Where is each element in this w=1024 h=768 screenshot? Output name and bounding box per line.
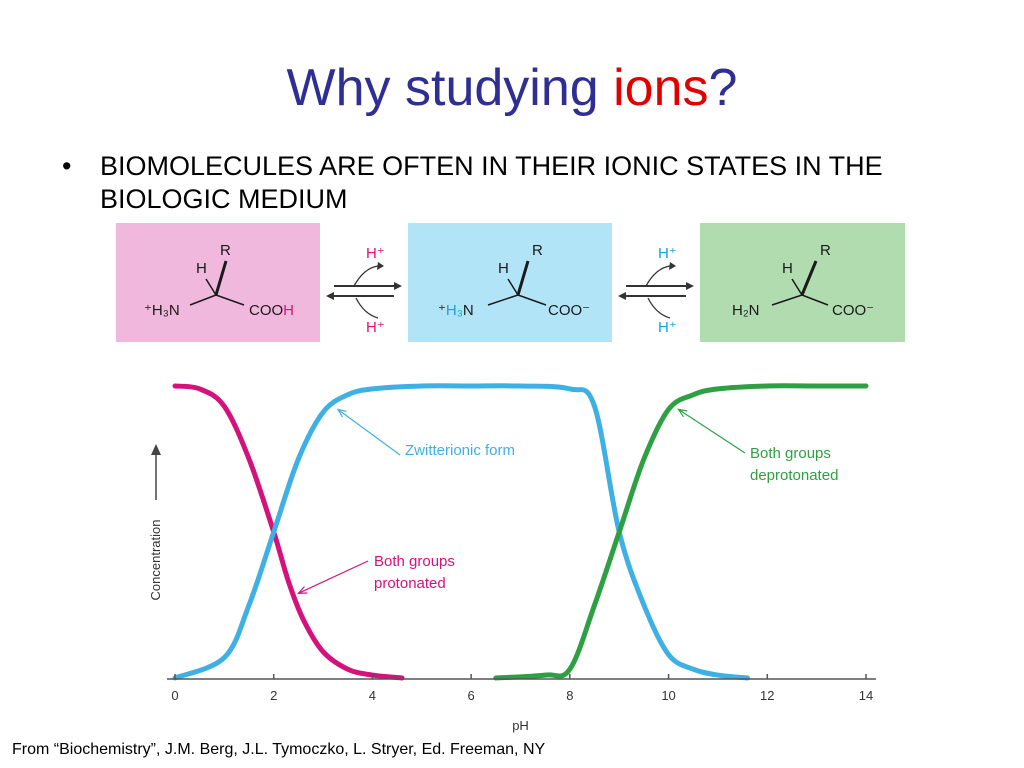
- annotation-label: Both groups protonated: [374, 553, 455, 592]
- chart-axes: 0 2 4 6 8 10 12 14 pH Concentration: [148, 444, 876, 733]
- r-group-label: R: [820, 242, 831, 259]
- title-accent: ions: [613, 59, 709, 117]
- x-tick-label: 2: [270, 688, 277, 703]
- y-axis-arrowhead: [151, 444, 161, 455]
- carboxylate-group-label: COO⁻: [832, 302, 874, 319]
- y-axis-label: Concentration: [148, 520, 163, 601]
- title-main: Why studying: [286, 59, 614, 117]
- bullet-icon: •: [62, 151, 72, 181]
- x-tick-label: 4: [369, 688, 376, 703]
- amino-group-label: ⁺H₃N: [144, 302, 180, 319]
- title-end: ?: [708, 59, 738, 117]
- x-tick-label: 8: [566, 688, 573, 703]
- annotation-label: Both groups deprotonated: [750, 445, 838, 484]
- proton-label-bottom: H⁺: [658, 319, 677, 336]
- annotation-pointer: [298, 560, 369, 594]
- x-tick-label: 0: [171, 688, 178, 703]
- series-line-zwitterionic-form: [172, 383, 751, 681]
- alpha-h-label: H: [782, 260, 793, 277]
- chart-annotations: Zwitterionic form Both groups protonated Bo…: [296, 408, 838, 594]
- proton-label-top: H⁺: [366, 245, 385, 262]
- equilibrium-arrow-2: H⁺ H⁺: [618, 245, 694, 336]
- r-group-label: R: [220, 242, 231, 259]
- series-line-both-groups-deprotonated: [493, 383, 869, 681]
- speciation-chart: Zwitterionic form Both groups protonated Bo…: [148, 383, 876, 733]
- proton-label-bottom: H⁺: [366, 319, 385, 336]
- bullet-text: BIOMOLECULES ARE OFTEN IN THEIR IONIC ST…: [100, 151, 883, 214]
- protonated-state-box: R H ⁺H₃N COOH: [116, 223, 320, 342]
- annotation-arrowhead: [336, 408, 347, 418]
- zwitterion-state-box: R H ⁺H₃N COO⁻: [408, 223, 612, 342]
- series-line-both-groups-protonated: [172, 383, 405, 681]
- x-tick-label: 6: [468, 688, 475, 703]
- amino-group-label: ⁺H₃N: [438, 302, 474, 319]
- proton-label-top: H⁺: [658, 245, 677, 262]
- x-axis-label: pH: [512, 718, 529, 733]
- source-credit: From “Biochemistry”, J.M. Berg, J.L. Tym…: [12, 741, 546, 758]
- annotation-arrowhead: [296, 586, 308, 594]
- x-tick-label: 12: [760, 688, 774, 703]
- equilibrium-arrow-1: H⁺ H⁺: [326, 245, 402, 336]
- alpha-h-label: H: [498, 260, 509, 277]
- chart-curves: [172, 383, 869, 681]
- zwitterion-structure: R H ⁺H₃N COO⁻: [438, 242, 590, 319]
- x-tick-label: 14: [859, 688, 873, 703]
- deprotonated-state-box: R H H₂N COO⁻: [700, 223, 905, 342]
- carboxylate-group-label: COO⁻: [548, 302, 590, 319]
- carboxyl-group-label: COOH: [249, 302, 294, 319]
- slide-title: Why studying ions?: [0, 62, 1024, 114]
- annotation-pointer: [678, 408, 746, 454]
- x-tick-label: 10: [661, 688, 675, 703]
- annotation-pointer: [337, 408, 401, 456]
- protonated-structure: R H ⁺H₃N COOH: [144, 242, 294, 319]
- annotation-arrowhead: [677, 408, 688, 418]
- alpha-h-label: H: [196, 260, 207, 277]
- annotation-label: Zwitterionic form: [405, 442, 515, 459]
- deprotonated-structure: R H H₂N COO⁻: [732, 242, 874, 319]
- r-group-label: R: [532, 242, 543, 259]
- amino-group-label: H₂N: [732, 302, 760, 319]
